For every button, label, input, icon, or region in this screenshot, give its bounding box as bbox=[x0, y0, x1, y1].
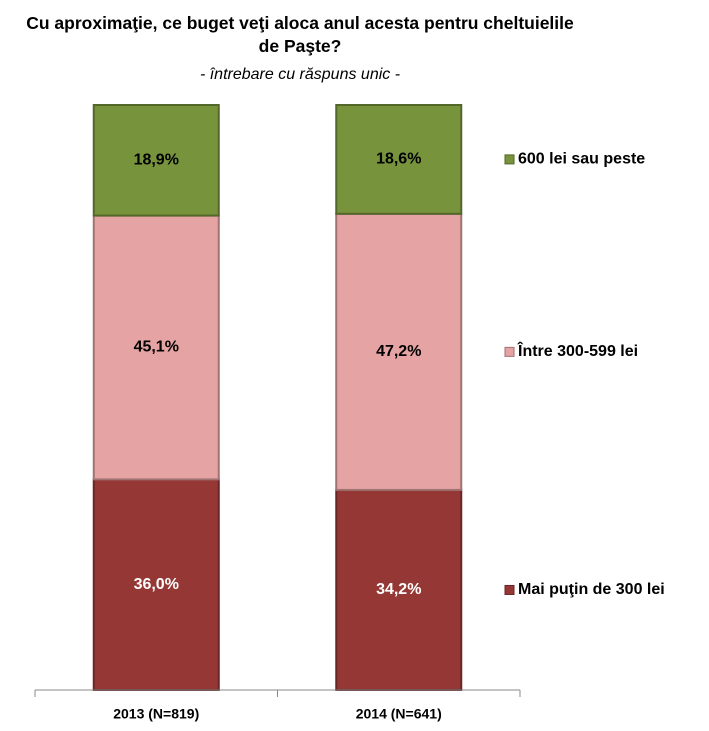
value-label: 18,6% bbox=[376, 151, 421, 168]
bar-segment bbox=[335, 104, 463, 215]
chart-subtitle: - întrebare cu răspuns unic - bbox=[199, 66, 401, 83]
bar-segment bbox=[92, 214, 220, 481]
legend-marker bbox=[504, 584, 515, 595]
value-label: 34,2% bbox=[376, 581, 421, 598]
bar-segment bbox=[92, 104, 220, 217]
legend-label: 600 lei sau peste bbox=[518, 151, 645, 168]
legend-label: Mai puţin de 300 lei bbox=[518, 581, 665, 598]
value-label: 18,9% bbox=[134, 152, 179, 169]
value-label: 36,0% bbox=[134, 576, 179, 593]
bar-segment bbox=[92, 478, 220, 691]
legend-marker bbox=[504, 154, 515, 165]
x-tick-label: 2013 (N=819) bbox=[113, 706, 199, 722]
value-label: 45,1% bbox=[134, 339, 179, 356]
legend-label: Între 300-599 lei bbox=[517, 341, 638, 360]
value-label: 47,2% bbox=[376, 343, 421, 360]
x-tick-label: 2014 (N=641) bbox=[356, 706, 442, 722]
chart-title: Cu aproximaţie, ce buget veţi aloca anul… bbox=[26, 13, 574, 56]
legend-marker bbox=[504, 346, 515, 357]
